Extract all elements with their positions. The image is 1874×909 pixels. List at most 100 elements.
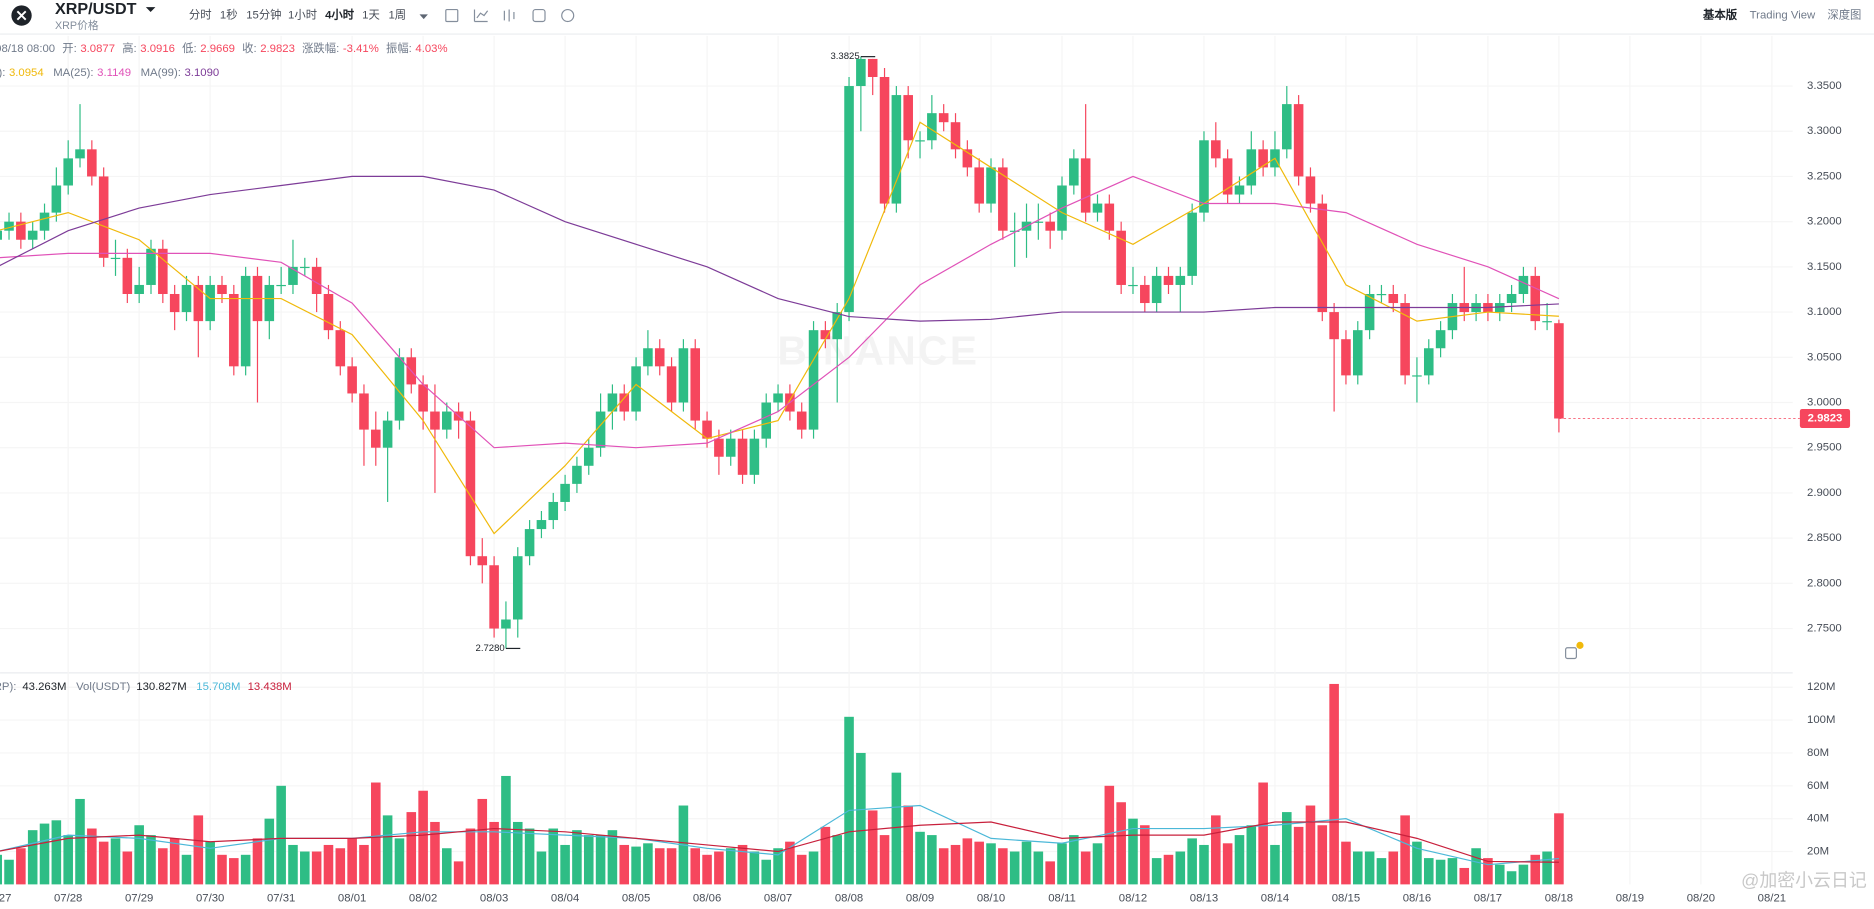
volume-tick-label: 120M bbox=[1807, 681, 1835, 693]
volume-bar bbox=[1459, 867, 1470, 885]
candle-body bbox=[323, 293, 334, 331]
volume-bar bbox=[264, 818, 275, 885]
volume-bar bbox=[430, 821, 440, 885]
candle-body bbox=[1388, 293, 1399, 304]
volume-bar bbox=[714, 851, 724, 885]
legend-label: 低: bbox=[182, 42, 197, 55]
candle-body bbox=[229, 293, 239, 367]
candle-body bbox=[489, 565, 499, 629]
candle-body bbox=[867, 58, 878, 77]
volume-bar bbox=[986, 843, 996, 885]
volume-tick-label: 100M bbox=[1807, 714, 1835, 726]
candle-body bbox=[725, 438, 736, 457]
candle-body bbox=[796, 411, 807, 430]
legend-value: 2.9823 bbox=[260, 43, 295, 55]
candle-body bbox=[524, 529, 535, 557]
volume-bar bbox=[1364, 851, 1375, 885]
volume-bar bbox=[288, 844, 298, 885]
candle-body bbox=[832, 312, 842, 340]
volume-bar bbox=[844, 716, 854, 885]
volume-bar bbox=[879, 835, 890, 885]
volume-bar bbox=[1423, 858, 1434, 885]
interval-tab[interactable]: 1天 bbox=[362, 10, 380, 22]
volume-bar bbox=[98, 841, 109, 885]
y-tick-label: 3.3000 bbox=[1807, 125, 1842, 137]
view-tab[interactable]: Trading View bbox=[1750, 10, 1816, 22]
interval-tab[interactable]: 1小时 bbox=[288, 9, 317, 22]
candle-body bbox=[950, 122, 961, 150]
volume-bar bbox=[240, 854, 251, 885]
candle-body bbox=[110, 257, 121, 260]
candle-body bbox=[300, 266, 310, 269]
volume-bar bbox=[808, 851, 819, 885]
icon[interactable] bbox=[561, 8, 575, 23]
candle-body bbox=[1080, 158, 1091, 213]
view-tab[interactable]: 深度图 bbox=[1827, 8, 1861, 22]
x-tick-label: 07/31 bbox=[267, 893, 295, 905]
candle-body bbox=[371, 429, 381, 448]
icon[interactable] bbox=[503, 9, 515, 22]
volume-bar bbox=[903, 805, 913, 885]
interval-tab[interactable]: 1秒 bbox=[220, 8, 238, 22]
legend-value: 4.03% bbox=[415, 43, 447, 55]
y-tick-label: 3.2000 bbox=[1807, 216, 1842, 228]
candle-body bbox=[1199, 140, 1209, 213]
plot: 07/27 07/28 07/29 07/30 07/31 08/01 08/02 08/03… bbox=[0, 35, 1867, 905]
more-intervals[interactable] bbox=[419, 14, 428, 20]
candle-body bbox=[986, 167, 996, 204]
volume-bar bbox=[1140, 825, 1150, 885]
symbol-dropdown[interactable] bbox=[145, 7, 156, 12]
candle-body bbox=[217, 284, 227, 294]
icon[interactable] bbox=[532, 8, 546, 23]
volume-bar bbox=[583, 835, 594, 885]
interval-tab[interactable]: 分时 bbox=[189, 9, 212, 22]
candle-body bbox=[1211, 140, 1221, 159]
volume-bar bbox=[63, 835, 73, 885]
x-tick-label: 08/20 bbox=[1687, 893, 1715, 905]
ma-line bbox=[0, 175, 1560, 449]
candle-body bbox=[1258, 149, 1268, 168]
candle-body bbox=[87, 149, 97, 177]
volume-bar bbox=[1530, 854, 1541, 885]
volume-bar bbox=[761, 859, 772, 885]
volume-bar bbox=[1494, 864, 1505, 885]
candle-body bbox=[1305, 176, 1316, 204]
interval-tab[interactable]: 1周 bbox=[388, 9, 406, 22]
x-tick-label: 08/03 bbox=[480, 893, 508, 905]
icon[interactable] bbox=[473, 9, 489, 23]
x-tick-label: 08/10 bbox=[977, 893, 1005, 905]
candle-body bbox=[927, 113, 937, 141]
tool-icons bbox=[445, 8, 575, 23]
candle-body bbox=[631, 366, 641, 412]
volume-bar bbox=[0, 854, 2, 885]
legend-label: 高: bbox=[122, 41, 136, 55]
alert-icon[interactable] bbox=[1565, 641, 1584, 660]
volume-bar bbox=[311, 851, 322, 885]
volume-bar bbox=[832, 835, 842, 885]
volume-bar bbox=[1045, 861, 1055, 885]
candle-body bbox=[1435, 330, 1446, 349]
volume-bar bbox=[915, 831, 925, 885]
volume-bar bbox=[1009, 851, 1020, 885]
candle-body bbox=[1187, 212, 1197, 276]
candle-body bbox=[1104, 203, 1115, 231]
interval-tab[interactable]: 4小时 bbox=[325, 8, 355, 22]
candle-body bbox=[1530, 275, 1541, 322]
volume-bar bbox=[773, 848, 783, 885]
icon[interactable] bbox=[445, 8, 459, 23]
volume-bar bbox=[1175, 851, 1186, 885]
candle-body bbox=[512, 556, 523, 620]
symbol[interactable]: XRP/USDT bbox=[55, 0, 137, 18]
interval-tab[interactable]: 15分钟 bbox=[246, 8, 281, 22]
volume-bar bbox=[501, 775, 511, 885]
candle-body bbox=[1033, 221, 1044, 223]
y-tick-label: 2.8000 bbox=[1807, 577, 1842, 589]
watermark: BINANCE bbox=[778, 327, 980, 373]
volume-bar bbox=[323, 844, 334, 885]
candle-body bbox=[1009, 230, 1020, 232]
volume-bar bbox=[39, 823, 50, 885]
candle-body bbox=[761, 402, 772, 439]
view-tab[interactable]: 基本版 bbox=[1702, 8, 1738, 22]
